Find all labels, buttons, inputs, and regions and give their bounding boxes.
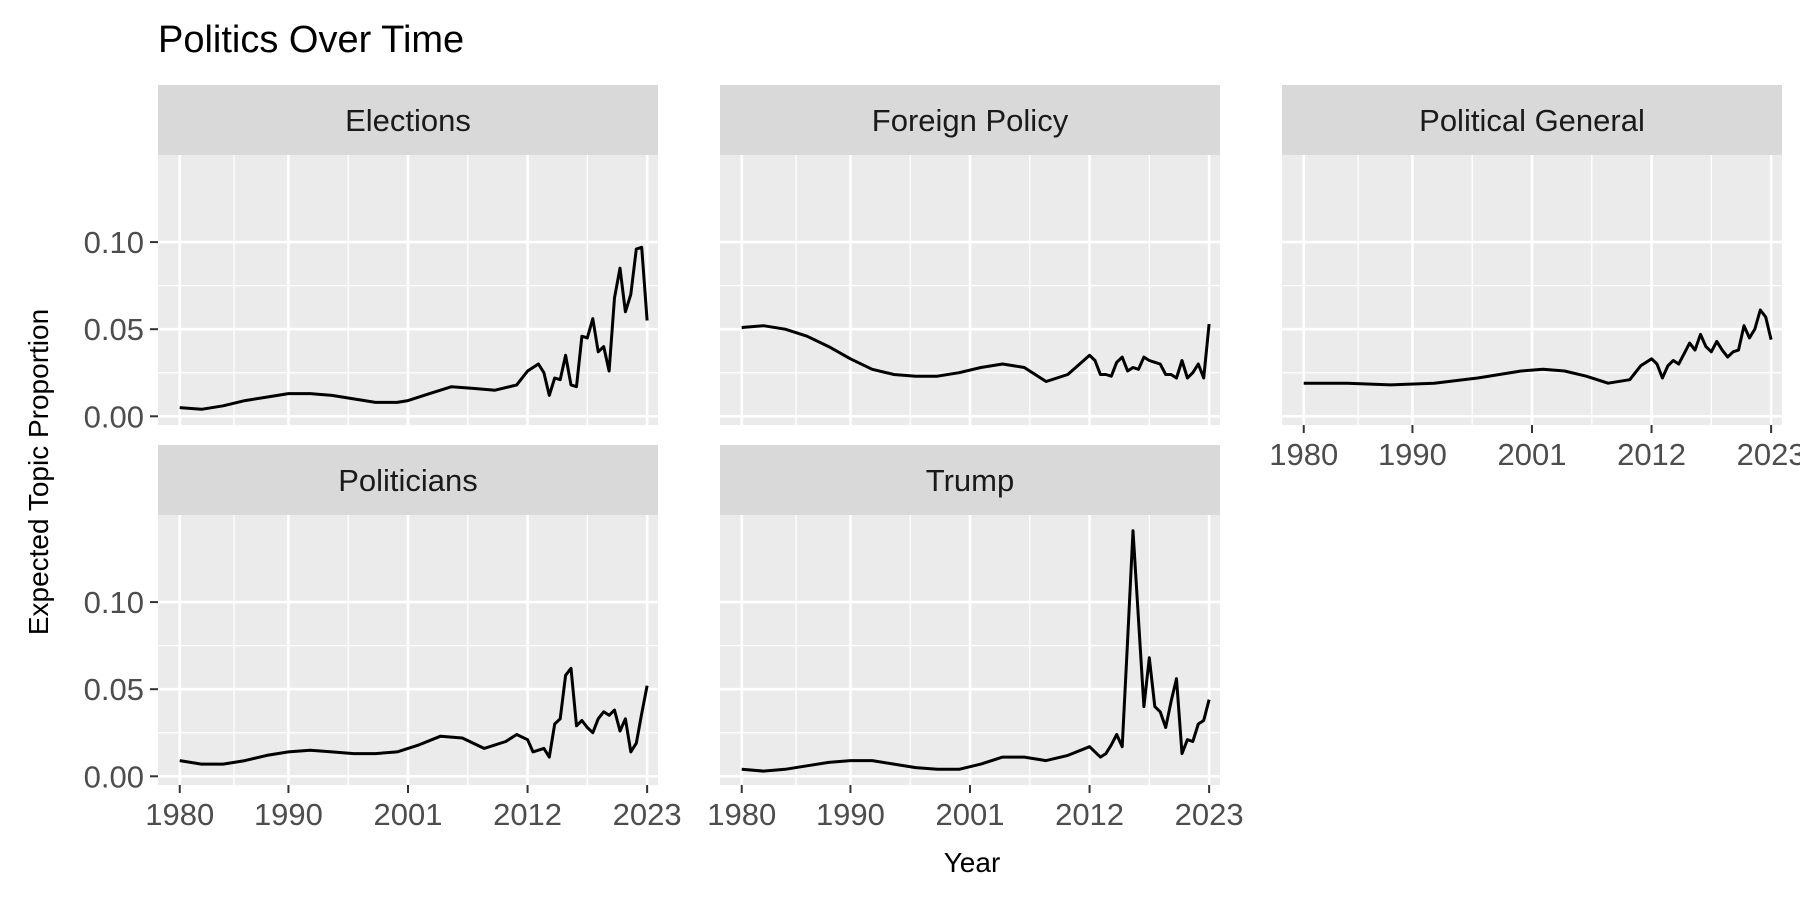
x-tick-label: 1990 [1378,437,1447,472]
y-tick-label: 0.05 [84,672,144,707]
series-line [179,666,649,766]
x-tick-label: 2023 [1737,437,1800,472]
x-tick-label: 1990 [816,797,885,832]
y-tick-label: 0.10 [84,225,144,260]
facet-strip-label: Foreign Policy [872,103,1069,138]
facet-strip [158,445,658,515]
facet-politicians: Politicians 0.00 0.05 0.10 1980 1990 2001 2012 2… [84,445,682,832]
chart-title: Politics Over Time [158,19,464,61]
facet-strip-label: Elections [345,103,471,138]
x-tick-label: 2012 [1617,437,1686,472]
facet-political-general: Political General 1980 1990 2001 2012 2023 [1269,85,1800,472]
series-line [741,529,1211,773]
y-tick-label: 0.10 [84,585,144,620]
series-line [741,323,1211,383]
series-line [179,245,649,411]
x-tick-label: 2001 [1498,437,1567,472]
y-axis-title: Expected Topic Proportion [23,309,54,635]
x-tick-label: 1990 [254,797,323,832]
facet-strip [1282,85,1782,155]
facet-elections: Elections 0.00 0.05 0.10 [84,85,658,434]
x-tick-label: 2012 [1055,797,1124,832]
facet-strip-label: Political General [1419,103,1645,138]
facet-strip-label: Politicians [338,463,478,498]
x-tick-label: 2023 [1175,797,1244,832]
x-tick-label: 2001 [374,797,443,832]
y-tick-label: 0.05 [84,312,144,347]
x-axis-title: Year [944,847,1001,878]
facet-panels: Elections 0.00 0.05 0.10 Foreign Policy Polit… [84,85,1800,832]
facet-strip-label: Trump [926,463,1014,498]
x-tick-label: 1980 [707,797,776,832]
x-tick-label: 1980 [1269,437,1338,472]
x-tick-label: 2001 [936,797,1005,832]
x-tick-label: 2012 [493,797,562,832]
facet-strip [720,445,1220,515]
y-tick-label: 0.00 [84,759,144,794]
facet-trump: Trump 1980 1990 2001 2012 2023 [707,445,1244,832]
series-line [1303,308,1773,387]
facet-strip [720,85,1220,155]
facet-strip [158,85,658,155]
x-tick-label: 2023 [613,797,682,832]
x-tick-label: 1980 [145,797,214,832]
y-tick-label: 0.00 [84,399,144,434]
facet-foreign-policy: Foreign Policy [720,85,1220,425]
